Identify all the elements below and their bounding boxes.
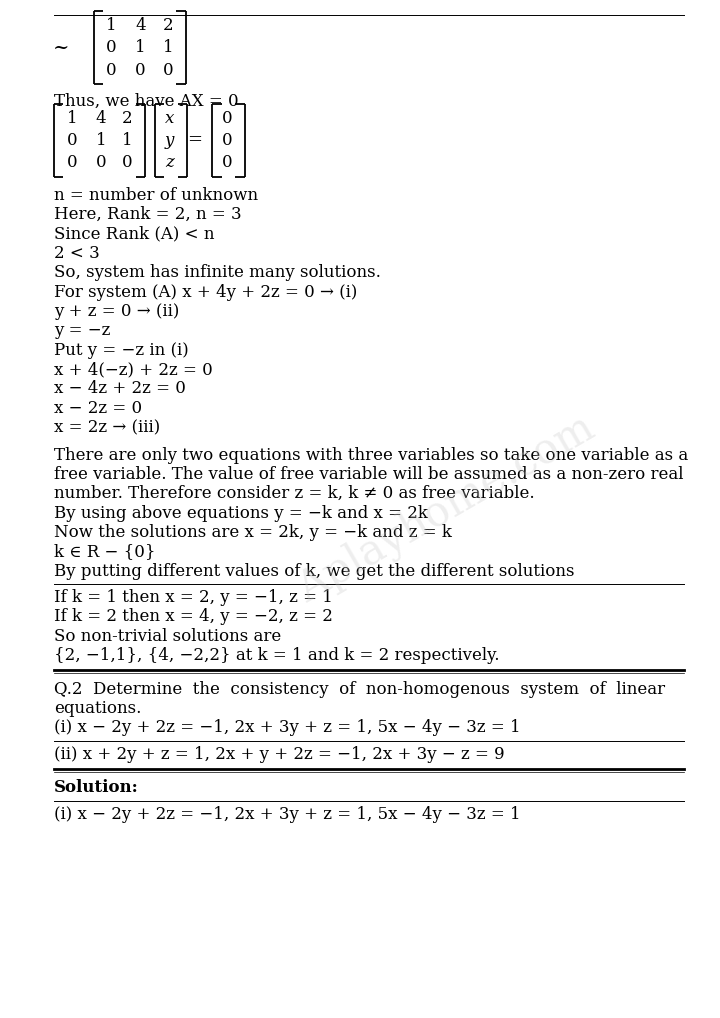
Text: Put y = −z in (i): Put y = −z in (i) (54, 342, 189, 358)
Text: y = −z: y = −z (54, 323, 110, 339)
Text: number. Therefore consider z = k, k ≠ 0 as free variable.: number. Therefore consider z = k, k ≠ 0 … (54, 486, 535, 502)
Text: n = number of unknown: n = number of unknown (54, 187, 258, 204)
Text: 0: 0 (222, 110, 232, 126)
Text: 0: 0 (163, 62, 173, 78)
Text: 2 < 3: 2 < 3 (54, 245, 100, 262)
Text: 0: 0 (122, 155, 132, 171)
Text: (i) x − 2y + 2z = −1, 2x + 3y + z = 1, 5x − 4y − 3z = 1: (i) x − 2y + 2z = −1, 2x + 3y + z = 1, 5… (54, 806, 521, 823)
Text: ~: ~ (53, 39, 69, 57)
Text: 0: 0 (67, 132, 77, 149)
Text: If k = 1 then x = 2, y = −1, z = 1: If k = 1 then x = 2, y = −1, z = 1 (54, 589, 333, 606)
Text: Thus, we have AX = 0: Thus, we have AX = 0 (54, 94, 238, 110)
Text: 0: 0 (67, 155, 77, 171)
Text: x + 4(−z) + 2z = 0: x + 4(−z) + 2z = 0 (54, 361, 212, 378)
Text: 1: 1 (107, 17, 117, 34)
Text: Since Rank (A) < n: Since Rank (A) < n (54, 226, 215, 242)
Text: y + z = 0 → (ii): y + z = 0 → (ii) (54, 303, 179, 320)
Text: Here, Rank = 2, n = 3: Here, Rank = 2, n = 3 (54, 207, 242, 223)
Text: So, system has infinite many solutions.: So, system has infinite many solutions. (54, 265, 381, 281)
Text: If k = 2 then x = 4, y = −2, z = 2: If k = 2 then x = 4, y = −2, z = 2 (54, 609, 333, 625)
Text: Now the solutions are x = 2k, y = −k and z = k: Now the solutions are x = 2k, y = −k and… (54, 524, 452, 541)
Text: Aplayhome.com: Aplayhome.com (290, 406, 603, 612)
Text: {2, −1,1}, {4, −2,2} at k = 1 and k = 2 respectively.: {2, −1,1}, {4, −2,2} at k = 1 and k = 2 … (54, 647, 500, 664)
Text: 0: 0 (135, 62, 145, 78)
Text: There are only two equations with three variables so take one variable as a: There are only two equations with three … (54, 447, 688, 463)
Text: =: = (187, 131, 202, 150)
Text: 4: 4 (135, 17, 145, 34)
Text: 0: 0 (222, 155, 232, 171)
Text: equations.: equations. (54, 700, 141, 717)
Text: x − 4z + 2z = 0: x − 4z + 2z = 0 (54, 381, 186, 397)
Text: z: z (165, 155, 174, 171)
Text: 1: 1 (122, 132, 132, 149)
Text: 0: 0 (96, 155, 106, 171)
Text: Q.2  Determine  the  consistency  of  non-homogenous  system  of  linear: Q.2 Determine the consistency of non-hom… (54, 681, 665, 697)
Text: By putting different values of k, we get the different solutions: By putting different values of k, we get… (54, 563, 575, 579)
Text: x = 2z → (iii): x = 2z → (iii) (54, 419, 161, 436)
Text: 2: 2 (122, 110, 132, 126)
Text: (i) x − 2y + 2z = −1, 2x + 3y + z = 1, 5x − 4y − 3z = 1: (i) x − 2y + 2z = −1, 2x + 3y + z = 1, 5… (54, 720, 521, 736)
Text: x: x (164, 110, 174, 126)
Text: k ∈ R − {0}: k ∈ R − {0} (54, 544, 156, 560)
Text: free variable. The value of free variable will be assumed as a non-zero real: free variable. The value of free variabl… (54, 466, 683, 483)
Text: 1: 1 (135, 40, 145, 56)
Text: 4: 4 (96, 110, 106, 126)
Text: (ii) x + 2y + z = 1, 2x + y + 2z = −1, 2x + 3y − z = 9: (ii) x + 2y + z = 1, 2x + y + 2z = −1, 2… (54, 746, 505, 762)
Text: So non-trivial solutions are: So non-trivial solutions are (54, 628, 282, 644)
Text: 1: 1 (163, 40, 173, 56)
Text: By using above equations y = −k and x = 2k: By using above equations y = −k and x = … (54, 505, 428, 521)
Text: 2: 2 (163, 17, 173, 34)
Text: y: y (164, 132, 174, 149)
Text: For system (A) x + 4y + 2z = 0 → (i): For system (A) x + 4y + 2z = 0 → (i) (54, 284, 357, 300)
Text: 1: 1 (96, 132, 106, 149)
Text: x − 2z = 0: x − 2z = 0 (54, 400, 142, 416)
Text: Solution:: Solution: (54, 780, 139, 796)
Text: 0: 0 (107, 62, 117, 78)
Text: 1: 1 (67, 110, 77, 126)
Text: 0: 0 (222, 132, 232, 149)
Text: 0: 0 (107, 40, 117, 56)
